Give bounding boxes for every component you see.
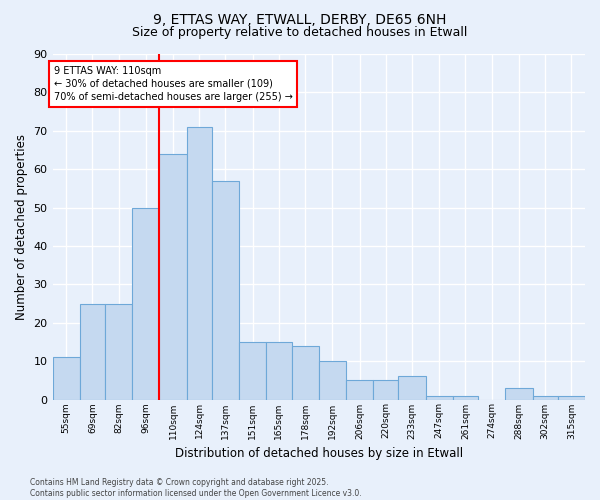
Text: 9 ETTAS WAY: 110sqm
← 30% of detached houses are smaller (109)
70% of semi-detac: 9 ETTAS WAY: 110sqm ← 30% of detached ho… xyxy=(53,66,292,102)
Y-axis label: Number of detached properties: Number of detached properties xyxy=(15,134,28,320)
Bar xyxy=(187,127,212,400)
Bar xyxy=(160,154,187,400)
Bar xyxy=(319,361,346,400)
Bar xyxy=(105,304,132,400)
Text: Contains HM Land Registry data © Crown copyright and database right 2025.
Contai: Contains HM Land Registry data © Crown c… xyxy=(30,478,362,498)
Bar xyxy=(80,304,105,400)
Bar xyxy=(453,396,478,400)
Text: Size of property relative to detached houses in Etwall: Size of property relative to detached ho… xyxy=(133,26,467,39)
X-axis label: Distribution of detached houses by size in Etwall: Distribution of detached houses by size … xyxy=(175,447,463,460)
Bar xyxy=(505,388,533,400)
Text: 9, ETTAS WAY, ETWALL, DERBY, DE65 6NH: 9, ETTAS WAY, ETWALL, DERBY, DE65 6NH xyxy=(154,12,446,26)
Bar xyxy=(212,180,239,400)
Bar xyxy=(266,342,292,400)
Bar xyxy=(533,396,558,400)
Bar xyxy=(346,380,373,400)
Bar xyxy=(132,208,160,400)
Bar xyxy=(239,342,266,400)
Bar xyxy=(53,358,80,400)
Bar xyxy=(292,346,319,400)
Bar xyxy=(558,396,585,400)
Bar xyxy=(425,396,453,400)
Bar xyxy=(398,376,425,400)
Bar xyxy=(373,380,398,400)
